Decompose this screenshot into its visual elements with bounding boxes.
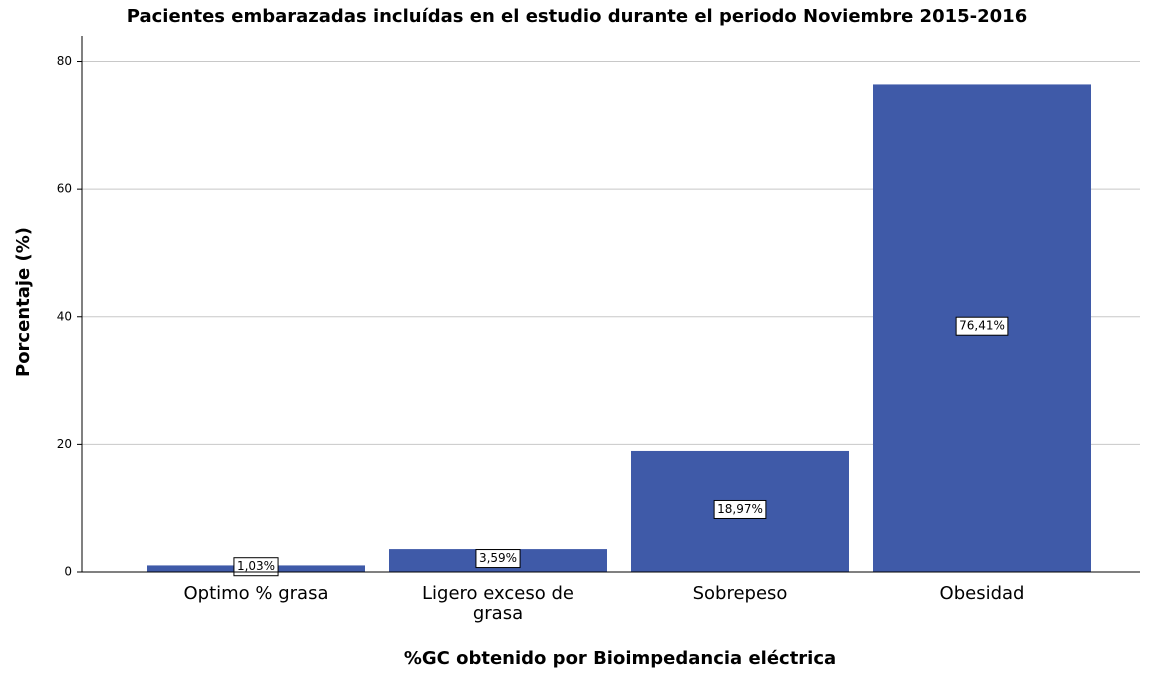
data-label-box (955, 316, 1009, 336)
x-tick-label: Obesidad (940, 583, 1025, 604)
data-label-text: 3,59% (479, 551, 517, 565)
y-tick-label: 60 (57, 182, 72, 196)
data-label-text: 76,41% (959, 319, 1005, 333)
data-label-box (713, 499, 767, 519)
data-label: 76,41% (955, 316, 1009, 336)
x-axis-title: %GC obtenido por Bioimpedancia eléctrica (404, 648, 836, 669)
data-label-text: 1,03% (237, 559, 275, 573)
x-tick-label: Sobrepeso (693, 583, 788, 604)
data-label: 18,97% (713, 499, 767, 519)
data-label-box (475, 549, 521, 569)
y-tick-label: 40 (57, 309, 72, 323)
data-label-box (233, 557, 279, 577)
data-label: 1,03% (233, 557, 279, 577)
y-tick-label: 80 (57, 54, 72, 68)
data-label-text: 18,97% (717, 502, 763, 516)
x-tick-label: Ligero exceso de grasa (422, 583, 574, 624)
chart-title: Pacientes embarazadas incluídas en el es… (127, 6, 1027, 27)
y-tick-label: 20 (57, 437, 72, 451)
data-label: 3,59% (475, 549, 521, 569)
x-tick-label: Optimo % grasa (183, 583, 328, 604)
y-axis-title: Porcentaje (%) (13, 227, 34, 377)
y-tick-label: 0 (64, 565, 72, 579)
